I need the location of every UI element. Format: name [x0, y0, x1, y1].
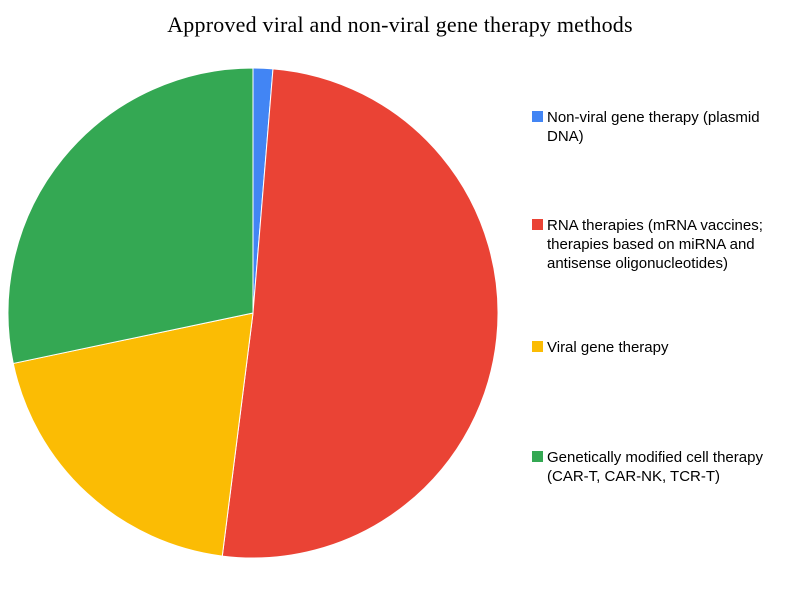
legend-swatch-icon — [532, 219, 543, 230]
legend-swatch-icon — [532, 451, 543, 462]
legend-swatch-icon — [532, 111, 543, 122]
pie-chart — [6, 66, 500, 560]
legend-label: Viral gene therapy — [547, 339, 669, 356]
legend-item-modified-cell-therapy: Genetically modified cell therapy (CAR-T… — [532, 448, 794, 486]
legend-label: Genetically modified cell therapy (CAR-T… — [547, 449, 763, 486]
legend-swatch-icon — [532, 341, 543, 352]
legend-label: Non-viral gene therapy (plasmid DNA) — [547, 109, 760, 146]
legend-item-non-viral: Non-viral gene therapy (plasmid DNA) — [532, 108, 794, 146]
chart-legend: Non-viral gene therapy (plasmid DNA) RNA… — [532, 0, 794, 593]
legend-label: RNA therapies (mRNA vaccines; therapies … — [547, 217, 763, 273]
pie-chart-svg — [7, 67, 499, 559]
pie-slice-2[interactable] — [12, 312, 254, 557]
legend-item-viral-gene-therapy: Viral gene therapy — [532, 338, 794, 357]
legend-item-rna-therapies: RNA therapies (mRNA vaccines; therapies … — [532, 216, 794, 274]
pie-slice-1[interactable] — [221, 68, 499, 559]
pie-slice-3[interactable] — [7, 67, 254, 365]
chart-title: Approved viral and non-viral gene therap… — [167, 12, 633, 37]
